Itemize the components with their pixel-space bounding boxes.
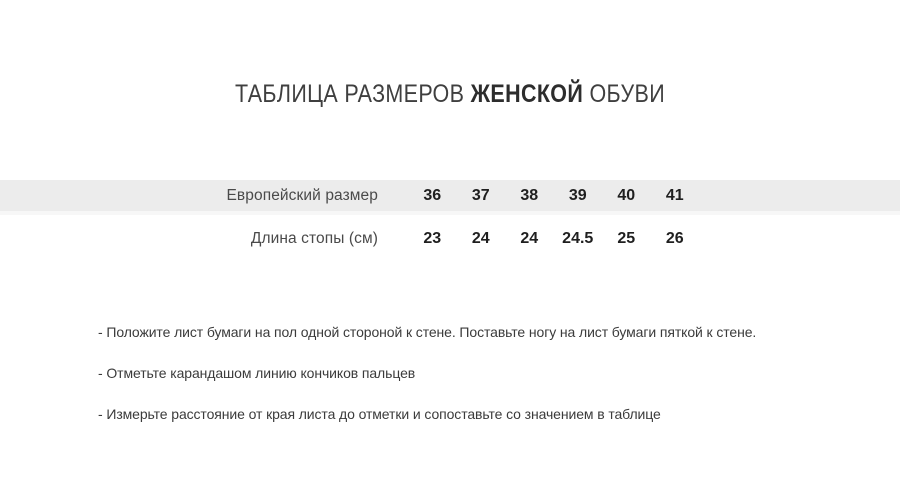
foot-length-value: 24.5 bbox=[562, 229, 594, 247]
size-table: Европейский размер 36 37 38 39 40 41 Дли… bbox=[0, 180, 900, 254]
foot-length-value: 24 bbox=[471, 229, 490, 247]
title-prefix: ТАБЛИЦА РАЗМЕРОВ bbox=[234, 80, 471, 108]
page-title: ТАБЛИЦА РАЗМЕРОВ ЖЕНСКОЙ ОБУВИ bbox=[63, 80, 837, 109]
foot-length-value: 25 bbox=[617, 229, 636, 247]
size-value: 38 bbox=[520, 186, 539, 204]
measurement-instructions: - Положите лист бумаги на пол одной стор… bbox=[98, 324, 858, 447]
row-label-foot-length: Длина стопы (см) bbox=[250, 229, 378, 247]
table-row-foot-length: Длина стопы (см) 23 24 24 24.5 25 26 bbox=[0, 223, 900, 254]
title-suffix: ОБУВИ bbox=[583, 80, 665, 108]
size-value: 36 bbox=[423, 186, 442, 204]
row-values-european-size: 36 37 38 39 40 41 bbox=[408, 187, 699, 205]
instruction-item: - Отметьте карандашом линию кончиков пал… bbox=[98, 365, 416, 381]
title-highlight: ЖЕНСКОЙ bbox=[470, 80, 584, 108]
row-label-european-size: Европейский размер bbox=[226, 186, 378, 204]
size-value: 40 bbox=[617, 186, 636, 204]
foot-length-value: 26 bbox=[665, 229, 684, 247]
instruction-item: - Положите лист бумаги на пол одной стор… bbox=[98, 324, 757, 340]
size-value: 39 bbox=[568, 186, 587, 204]
row-values-foot-length: 23 24 24 24.5 25 26 bbox=[408, 230, 699, 248]
foot-length-value: 24 bbox=[520, 229, 539, 247]
instruction-item: - Измерьте расстояние от края листа до о… bbox=[98, 406, 661, 422]
foot-length-value: 23 bbox=[423, 229, 442, 247]
size-value: 37 bbox=[471, 186, 490, 204]
size-value: 41 bbox=[665, 186, 684, 204]
table-row-european-size: Европейский размер 36 37 38 39 40 41 bbox=[0, 180, 900, 215]
